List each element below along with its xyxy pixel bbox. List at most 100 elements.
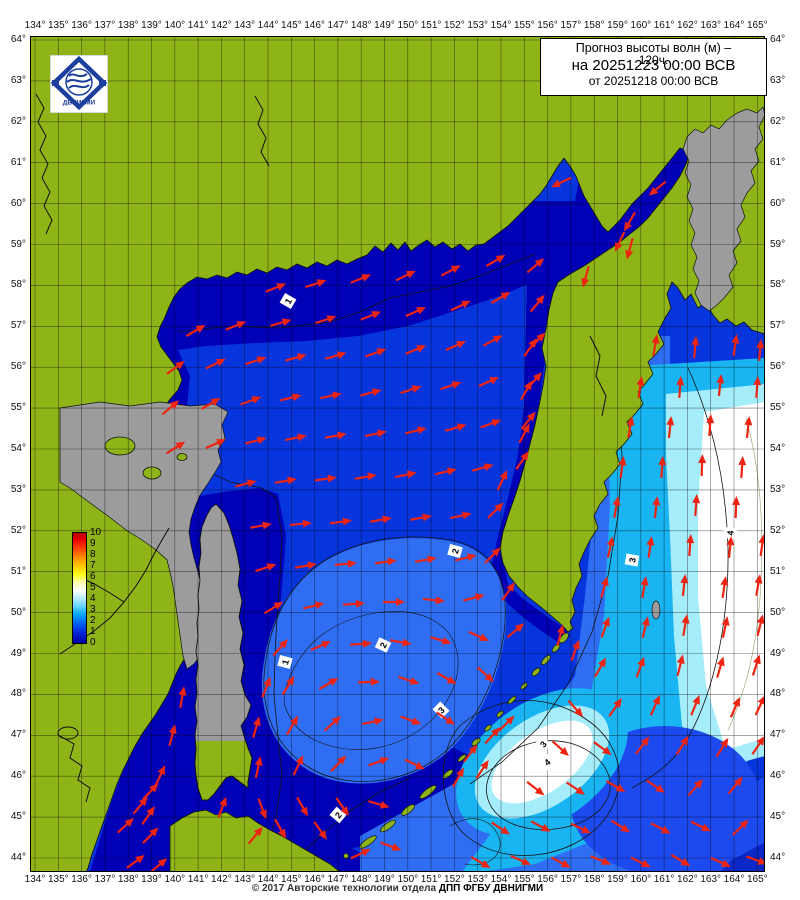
lat-tick-label: 46° [770,770,786,782]
lat-tick-label: 48° [10,688,26,700]
lon-tick-label: 162° [677,20,698,31]
lon-tick-label: 161° [653,20,675,31]
wave-direction-arrows [116,176,765,872]
svg-text:4: 4 [542,757,552,768]
lon-tick-label: 140° [164,20,186,31]
lon-tick-label: 135° [47,20,69,31]
lat-tick-label: 59° [770,238,786,250]
lat-tick-label: 46° [10,770,26,782]
lat-tick-label: 64° [10,34,26,45]
lat-tick-label: 60° [10,197,26,209]
lon-tick-label: 151° [420,874,442,885]
lon-tick-label: 148° [350,874,372,885]
lat-tick-label: 55° [770,402,786,414]
lon-tick-label: 156° [537,874,558,885]
lon-tick-label: 153° [467,20,489,31]
wave-height-contours [177,253,763,867]
copyright-line: © 2017 Авторские технологии отдела ДПП Ф… [30,883,765,894]
graticule-grid [30,36,765,872]
lon-tick-label: 152° [444,20,465,31]
colorbar-tick-label: 7 [90,560,96,571]
lon-tick-label: 164° [723,874,745,885]
lon-tick-label: 143° [234,20,256,31]
lat-tick-label: 62° [770,115,786,127]
svg-text:3: 3 [436,705,447,716]
copyright-prefix: © 2017 Авторские технологии отдела [251,883,439,894]
dvnigmi-logo: ДВНИГМИ [50,55,108,113]
lon-tick-label: 136° [71,874,92,885]
lat-tick-label: 63° [10,74,26,86]
lat-tick-label: 49° [10,647,26,659]
lat-tick-label: 60° [770,197,786,209]
lat-tick-label: 57° [10,320,26,332]
gray-land-regions [59,106,765,670]
colorbar-tick-label: 4 [90,593,96,604]
lat-tick-label: 44° [10,852,26,863]
lat-tick-label: 53° [10,483,26,495]
lat-tick-label: 61° [10,156,26,168]
lon-tick-label: 160° [630,874,652,885]
svg-text:3: 3 [627,557,638,564]
svg-text:2: 2 [333,810,344,820]
lat-tick-label: 45° [10,811,26,823]
lon-tick-label: 142° [211,20,232,31]
lon-tick-label: 147° [327,20,349,31]
lat-tick-label: 50° [770,606,786,618]
lon-tick-label: 140° [164,874,186,885]
svg-text:3: 3 [538,739,549,749]
lon-tick-label: 162° [677,874,698,885]
lat-tick-label: 54° [10,443,26,454]
lat-tick-label: 57° [770,320,786,332]
lat-tick-label: 56° [10,361,26,373]
lon-tick-label: 145° [280,874,302,885]
lon-tick-label: 150° [397,874,419,885]
lon-tick-label: 153° [467,874,489,885]
contour-value-labels: 1 1 2 2 2 3 3 3 4 4 [277,292,737,824]
lat-tick-label: 56° [770,361,786,373]
lat-tick-label: 50° [10,606,26,618]
lon-tick-label: 151° [420,20,442,31]
lat-tick-label: 62° [10,115,26,127]
lon-tick-label: 134° [24,874,46,885]
lon-tick-label: 163° [700,874,722,885]
lon-tick-label: 161° [653,874,675,885]
lat-tick-label: 52° [770,524,786,536]
lon-tick-label: 157° [560,874,582,885]
lat-tick-label: 54° [770,443,786,454]
colorbar-tick-label: 0 [90,637,96,648]
lat-tick-label: 58° [10,279,26,291]
lon-tick-label: 164° [723,20,745,31]
svg-text:2: 2 [378,641,389,650]
lat-tick-label: 61° [770,156,786,168]
lat-tick-label: 49° [770,647,786,659]
colorbar-gradient [72,532,87,644]
lon-tick-label: 165° [746,874,768,885]
forecast-title-box: Прогноз высоты волн (м) – 120ч. на 20251… [540,38,767,96]
lat-tick-label: 58° [770,279,786,291]
lon-tick-label: 154° [490,20,512,31]
lon-tick-label: 159° [607,874,628,885]
colorbar-tick-label: 3 [90,604,96,615]
colorbar-tick-label: 6 [90,571,96,582]
colorbar-tick-label: 1 [90,626,96,637]
title-line1: Прогноз высоты волн (м) – [575,41,732,55]
lon-tick-label: 138° [117,874,139,885]
colorbar-tick-label: 5 [90,582,96,593]
lon-tick-label: 150° [397,20,419,31]
lon-tick-label: 156° [537,20,558,31]
svg-text:2: 2 [450,547,461,554]
lon-tick-label: 148° [350,20,372,31]
lon-tick-label: 158° [583,20,605,31]
lon-tick-label: 146° [304,874,325,885]
lon-tick-label: 138° [117,20,139,31]
lat-tick-label: 63° [770,74,786,86]
title-line2: 120ч. [638,53,669,67]
title-valid-time: на 20251223 00:00 ВСВ [571,57,736,74]
lon-tick-label: 144° [257,20,279,31]
lon-tick-label: 146° [304,20,325,31]
colorbar-tick-label: 2 [90,615,96,626]
lon-tick-label: 160° [630,20,652,31]
lat-tick-label: 51° [770,565,786,577]
